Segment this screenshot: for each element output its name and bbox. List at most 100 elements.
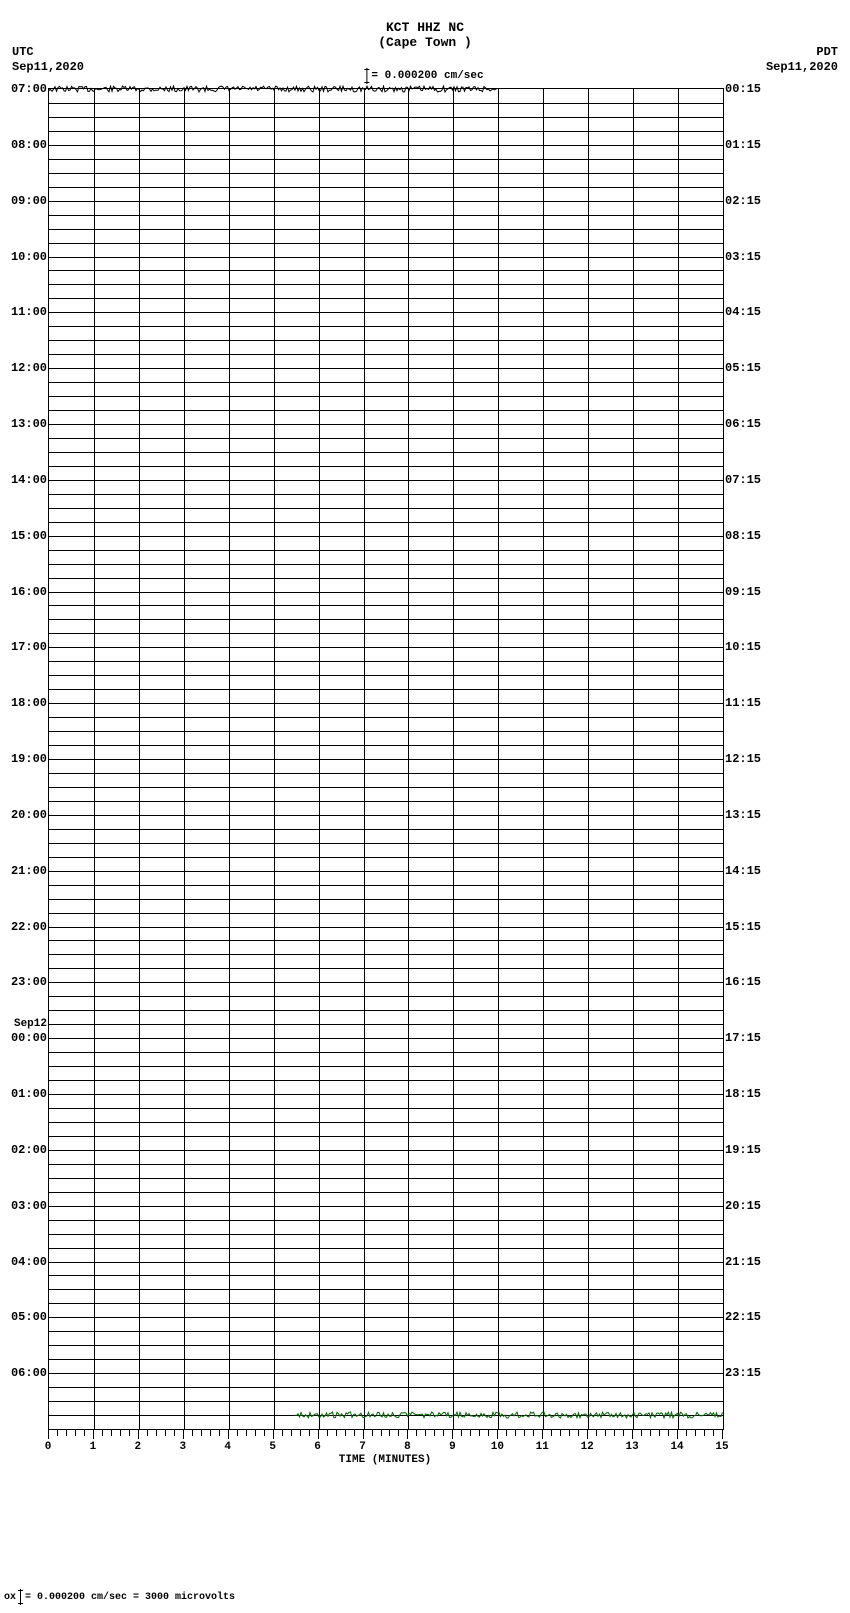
- x-tick-minor: [309, 1430, 310, 1436]
- x-tick-minor: [596, 1430, 597, 1436]
- y-label-left: 07:00: [11, 82, 49, 96]
- y-label-right: 11:15: [725, 696, 761, 710]
- gridline-horizontal: [49, 885, 723, 886]
- date-right: Sep11,2020: [766, 60, 838, 74]
- y-label-right: 05:15: [725, 361, 761, 375]
- y-label-left: 17:00: [11, 640, 49, 654]
- x-tick-minor: [255, 1430, 256, 1436]
- gridline-vertical: [229, 89, 230, 1429]
- scale-text: = 0.000200 cm/sec: [371, 70, 483, 82]
- x-tick-minor: [111, 1430, 112, 1436]
- gridline-horizontal: [49, 410, 723, 411]
- x-tick-minor: [120, 1430, 121, 1436]
- gridline-horizontal: [49, 1052, 723, 1053]
- x-tick-major: [677, 1430, 678, 1439]
- gridline-horizontal: [49, 1108, 723, 1109]
- y-label-left: 14:00: [11, 473, 49, 487]
- x-tick-major: [318, 1430, 319, 1439]
- gridline-horizontal: [49, 103, 723, 104]
- gridline-horizontal: [49, 996, 723, 997]
- x-tick-minor: [668, 1430, 669, 1436]
- gridline-vertical: [588, 89, 589, 1429]
- gridline-horizontal: [49, 243, 723, 244]
- y-label-left: 13:00: [11, 417, 49, 431]
- gridline-horizontal: [49, 312, 723, 313]
- y-label-right: 16:15: [725, 975, 761, 989]
- x-tick-major: [48, 1430, 49, 1439]
- seismogram-container: KCT HHZ NC (Cape Town ) UTC PDT Sep11,20…: [0, 0, 850, 1613]
- x-tick-major: [93, 1430, 94, 1439]
- x-tick-minor: [479, 1430, 480, 1436]
- gridline-horizontal: [49, 647, 723, 648]
- gridline-horizontal: [49, 1415, 723, 1416]
- y-label-right: 20:15: [725, 1199, 761, 1213]
- gridline-horizontal: [49, 954, 723, 955]
- x-tick-minor: [398, 1430, 399, 1436]
- gridline-horizontal: [49, 382, 723, 383]
- x-tick-label: 5: [269, 1441, 276, 1453]
- gridline-horizontal: [49, 298, 723, 299]
- gridline-horizontal: [49, 1401, 723, 1402]
- gridline-horizontal: [49, 1136, 723, 1137]
- gridline-horizontal: [49, 187, 723, 188]
- y-label-right: 15:15: [725, 920, 761, 934]
- gridline-horizontal: [49, 1038, 723, 1039]
- gridline-horizontal: [49, 801, 723, 802]
- gridline-horizontal: [49, 661, 723, 662]
- gridline-horizontal: [49, 396, 723, 397]
- gridline-horizontal: [49, 1122, 723, 1123]
- gridline-horizontal: [49, 438, 723, 439]
- scale-label: = 0.000200 cm/sec: [366, 68, 483, 84]
- y-label-left: 20:00: [11, 808, 49, 822]
- gridline-horizontal: [49, 717, 723, 718]
- x-tick-label: 12: [581, 1441, 594, 1453]
- gridline-vertical: [94, 89, 95, 1429]
- x-tick-minor: [461, 1430, 462, 1436]
- gridline-horizontal: [49, 927, 723, 928]
- gridline-horizontal: [49, 857, 723, 858]
- gridline-horizontal: [49, 605, 723, 606]
- gridline-horizontal: [49, 494, 723, 495]
- gridline-vertical: [633, 89, 634, 1429]
- x-tick-minor: [470, 1430, 471, 1436]
- y-label-left: 01:00: [11, 1087, 49, 1101]
- x-tick-minor: [434, 1430, 435, 1436]
- x-tick-minor: [560, 1430, 561, 1436]
- gridline-horizontal: [49, 1234, 723, 1235]
- x-tick-major: [363, 1430, 364, 1439]
- x-tick-label: 4: [224, 1441, 231, 1453]
- gridline-horizontal: [49, 1206, 723, 1207]
- x-tick-major: [407, 1430, 408, 1439]
- footer-prefix: ox: [4, 1592, 16, 1603]
- footer-scale: ox = 0.000200 cm/sec = 3000 microvolts: [4, 1589, 235, 1605]
- gridline-vertical: [184, 89, 185, 1429]
- x-tick-minor: [605, 1430, 606, 1436]
- y-label-right: 18:15: [725, 1087, 761, 1101]
- gridline-horizontal: [49, 1303, 723, 1304]
- gridline-horizontal: [49, 1262, 723, 1263]
- x-tick-minor: [659, 1430, 660, 1436]
- x-tick-major: [273, 1430, 274, 1439]
- gridline-horizontal: [49, 1094, 723, 1095]
- y-label-left: 00:00: [11, 1031, 49, 1045]
- gridline-vertical: [678, 89, 679, 1429]
- x-tick-minor: [291, 1430, 292, 1436]
- gridline-vertical: [498, 89, 499, 1429]
- gridline-horizontal: [49, 1275, 723, 1276]
- gridline-horizontal: [49, 215, 723, 216]
- gridline-horizontal: [49, 368, 723, 369]
- gridline-horizontal: [49, 619, 723, 620]
- x-tick-minor: [614, 1430, 615, 1436]
- x-tick-minor: [102, 1430, 103, 1436]
- gridline-horizontal: [49, 1289, 723, 1290]
- x-tick-minor: [246, 1430, 247, 1436]
- timezone-right: PDT: [816, 45, 838, 59]
- gridline-horizontal: [49, 913, 723, 914]
- y-label-right: 01:15: [725, 138, 761, 152]
- y-label-right: 08:15: [725, 529, 761, 543]
- gridline-horizontal: [49, 1010, 723, 1011]
- x-tick-minor: [192, 1430, 193, 1436]
- y-label-right: 12:15: [725, 752, 761, 766]
- x-tick-minor: [623, 1430, 624, 1436]
- x-tick-label: 11: [536, 1441, 549, 1453]
